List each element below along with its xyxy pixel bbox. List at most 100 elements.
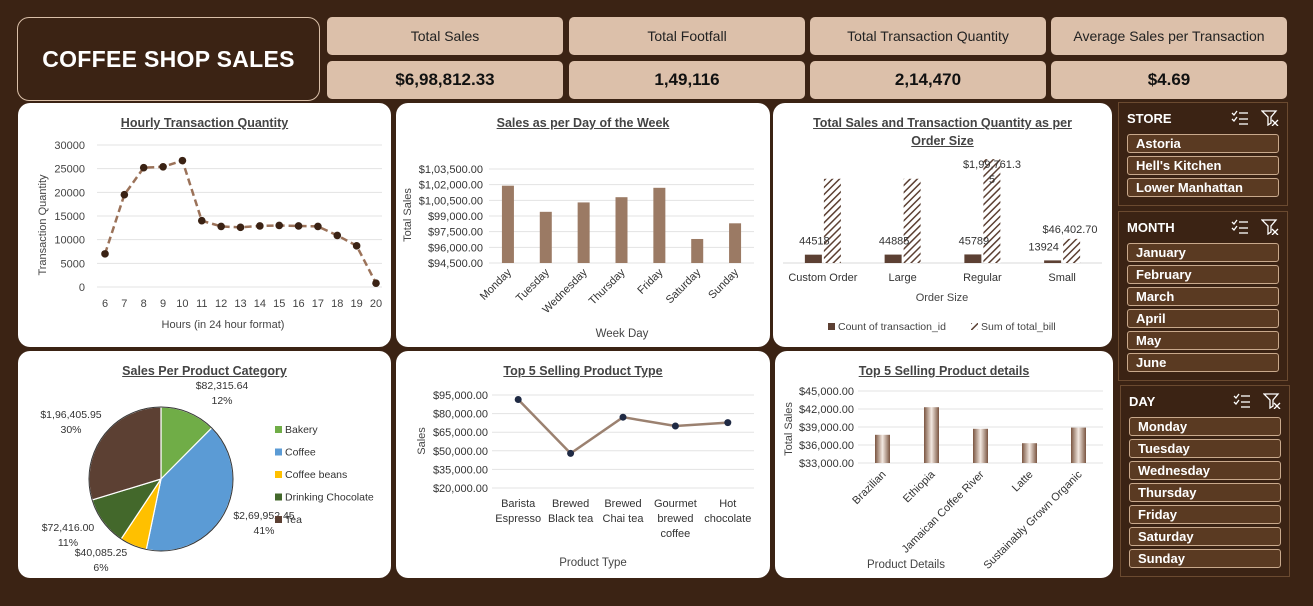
x-tick-label: Gourmet (654, 498, 697, 510)
data-label: $46,402.70 (1042, 224, 1097, 236)
x-tick-label: Custom Order (788, 272, 857, 284)
slicer-item-sunday[interactable]: Sunday (1129, 549, 1281, 568)
clear-filter-icon[interactable] (1263, 393, 1281, 409)
y-axis-label: Sales (416, 427, 428, 455)
y-axis-label: Total Sales (402, 188, 414, 242)
y-tick-label: $45,000.00 (799, 386, 854, 398)
y-tick-label: $99,000.00 (428, 211, 483, 223)
slicer-item-april[interactable]: April (1127, 309, 1279, 328)
x-axis-label: Product Type (559, 557, 627, 569)
pie-value-label: $1,96,405.95 (40, 409, 101, 421)
legend-label: Count of transaction_id (838, 321, 946, 333)
data-point (671, 422, 679, 430)
x-tick-label: Hot (719, 498, 736, 510)
x-axis-label: Order Size (916, 292, 969, 304)
x-tick-label: chocolate (704, 513, 751, 525)
x-tick-label: 13 (234, 298, 246, 310)
kpi-average-sales-value: $4.69 (1051, 61, 1287, 99)
bar-count (884, 254, 902, 263)
y-axis-label: Total Sales (783, 402, 795, 456)
x-tick-label: 12 (215, 298, 227, 310)
month-slicer: MONTH January February March April May June (1118, 211, 1288, 381)
x-tick-label: 6 (102, 298, 108, 310)
store-slicer: STORE Astoria Hell's Kitchen Lower Manhatt… (1118, 102, 1288, 206)
legend-swatch (971, 323, 978, 330)
slicer-title: DAY (1129, 393, 1156, 409)
data-point (567, 449, 575, 457)
data-point (275, 221, 284, 230)
x-tick-label: Monday (478, 266, 515, 303)
hourly-transaction-chart: Hourly Transaction Quantity 0 5000 10000 15… (18, 103, 391, 347)
slicer-item-wednesday[interactable]: Wednesday (1129, 461, 1281, 480)
slicer-item-lower-manhattan[interactable]: Lower Manhattan (1127, 178, 1279, 197)
x-tick-label: 16 (292, 298, 304, 310)
data-point (256, 222, 264, 230)
legend-label: Bakery (285, 424, 318, 436)
legend-label: Drinking Chocolate (285, 492, 374, 504)
x-tick-label: 19 (351, 298, 363, 310)
slicer-item-may[interactable]: May (1127, 331, 1279, 350)
multi-select-icon[interactable] (1233, 393, 1251, 409)
x-tick-label: Black tea (548, 513, 594, 525)
slicer-item-astoria[interactable]: Astoria (1127, 134, 1279, 153)
kpi-total-transaction-quantity-label: Total Transaction Quantity (810, 17, 1046, 55)
bar (653, 187, 666, 263)
slicer-item-march[interactable]: March (1127, 287, 1279, 306)
x-tick-label: 17 (312, 298, 324, 310)
x-tick-label: 10 (176, 298, 188, 310)
x-tick-label: Tuesday (514, 266, 552, 304)
x-tick-label: Chai tea (603, 513, 645, 525)
slicer-item-tuesday[interactable]: Tuesday (1129, 439, 1281, 458)
slicer-item-monday[interactable]: Monday (1129, 417, 1281, 436)
pie-value-label: $72,416.00 (42, 522, 95, 534)
y-tick-label: 10000 (54, 235, 85, 247)
slicer-item-friday[interactable]: Friday (1129, 505, 1281, 524)
bar (501, 185, 514, 263)
series-line (103, 159, 378, 284)
clear-filter-icon[interactable] (1261, 110, 1279, 126)
x-tick-label: 9 (160, 298, 166, 310)
y-tick-label: $39,000.00 (799, 422, 854, 434)
bar (924, 407, 939, 463)
y-tick-label: $80,000.00 (433, 409, 488, 421)
y-tick-label: $65,000.00 (433, 427, 488, 439)
legend-label: Sum of total_bill (981, 321, 1056, 333)
x-tick-label: Sustainably Grown Organic (981, 468, 1085, 572)
data-point (314, 222, 322, 231)
bar-count (964, 254, 982, 263)
bar (1022, 443, 1037, 463)
y-tick-label: $50,000.00 (433, 446, 488, 458)
chart-title: Top 5 Selling Product details (858, 364, 1030, 378)
x-tick-label: Brewed (604, 498, 641, 510)
legend-swatch (275, 448, 282, 456)
kpi-total-transaction-quantity-value: 2,14,470 (810, 61, 1046, 99)
pie-value-label: $40,085.25 (75, 547, 128, 559)
y-tick-label: $35,000.00 (433, 464, 488, 476)
multi-select-icon[interactable] (1231, 110, 1249, 126)
slicer-item-saturday[interactable]: Saturday (1129, 527, 1281, 546)
slicer-item-thursday[interactable]: Thursday (1129, 483, 1281, 502)
clear-filter-icon[interactable] (1261, 219, 1279, 235)
bar (973, 428, 988, 463)
slicer-toolbar (1233, 393, 1281, 409)
legend-swatch (275, 471, 282, 478)
y-tick-label: $96,000.00 (428, 242, 483, 254)
data-label: $1,99,761.3 (963, 159, 1021, 171)
x-tick-label: 14 (254, 298, 266, 310)
multi-select-icon[interactable] (1231, 219, 1249, 235)
slicer-item-january[interactable]: January (1127, 243, 1279, 262)
slicer-item-june[interactable]: June (1127, 353, 1279, 372)
y-tick-label: $36,000.00 (799, 440, 854, 452)
slicer-item-february[interactable]: February (1127, 265, 1279, 284)
slicer-item-hell-s-kitchen[interactable]: Hell's Kitchen (1127, 156, 1279, 175)
data-point (178, 156, 187, 165)
slicer-title: STORE (1127, 110, 1172, 126)
x-tick-label: brewed (657, 513, 693, 525)
y-tick-label: $1,02,000.00 (419, 180, 483, 192)
x-tick-label: Barista (501, 498, 536, 510)
legend-swatch (275, 493, 282, 501)
y-tick-label: $20,000.00 (433, 483, 488, 495)
y-tick-label: $94,500.00 (428, 258, 483, 270)
kpi-total-footfall-label: Total Footfall (569, 17, 805, 55)
x-tick-label: Regular (963, 272, 1002, 284)
